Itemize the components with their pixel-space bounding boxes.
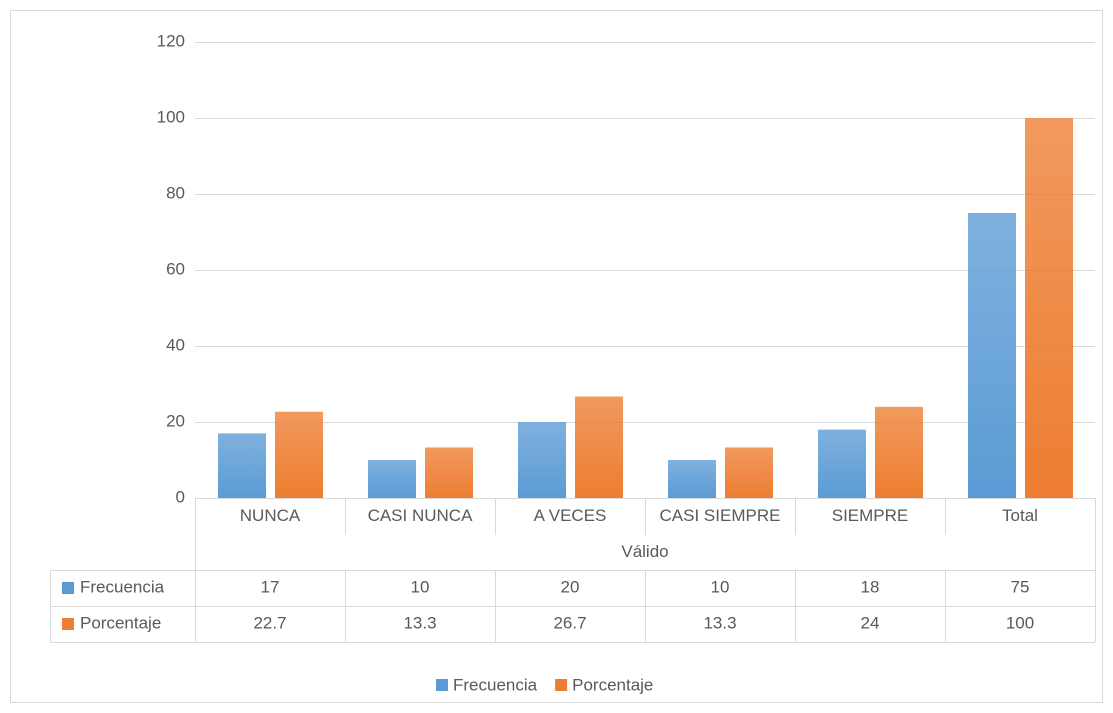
table-cell: 100 <box>1006 613 1034 632</box>
bar <box>275 411 323 498</box>
table-cell: 20 <box>561 577 580 596</box>
table-cell: 75 <box>1011 577 1030 596</box>
bar <box>968 213 1016 498</box>
table-cell: 13.3 <box>403 613 436 632</box>
table-row-header: Frecuencia <box>80 577 165 596</box>
legend-label: Porcentaje <box>572 675 653 694</box>
table-cell: 22.7 <box>253 613 286 632</box>
bar <box>818 429 866 498</box>
bar <box>218 433 266 498</box>
x-tick-label: CASI NUNCA <box>368 506 474 525</box>
bar <box>368 460 416 498</box>
group-label: Válido <box>621 542 668 561</box>
table-legend-key <box>62 582 74 594</box>
table-cell: 10 <box>411 577 430 596</box>
bar <box>425 447 473 498</box>
x-tick-label: A VECES <box>534 506 607 525</box>
x-tick-label: SIEMPRE <box>832 506 909 525</box>
y-tick-label: 60 <box>166 259 185 278</box>
legend-key <box>555 679 568 691</box>
y-tick-label: 120 <box>157 31 185 50</box>
table-cell: 17 <box>261 577 280 596</box>
table-cell: 13.3 <box>703 613 736 632</box>
bar <box>668 460 716 498</box>
legend-label: Frecuencia <box>453 675 538 694</box>
table-cell: 26.7 <box>553 613 586 632</box>
y-tick-label: 100 <box>157 107 185 126</box>
table-legend-key <box>62 618 74 630</box>
table-cell: 10 <box>711 577 730 596</box>
x-tick-label: Total <box>1002 506 1038 525</box>
y-tick-label: 0 <box>176 487 185 506</box>
chart-frame <box>10 10 1103 703</box>
table-cell: 18 <box>861 577 880 596</box>
table-cell: 24 <box>861 613 880 632</box>
x-tick-label: CASI SIEMPRE <box>660 506 781 525</box>
bar <box>875 406 923 498</box>
bar <box>725 447 773 498</box>
x-tick-label: NUNCA <box>240 506 301 525</box>
table-row-header: Porcentaje <box>80 613 161 632</box>
bar <box>1025 118 1073 498</box>
y-tick-label: 80 <box>166 183 185 202</box>
y-tick-label: 40 <box>166 335 185 354</box>
y-tick-label: 20 <box>166 411 185 430</box>
bar <box>575 396 623 498</box>
legend-key <box>436 679 448 691</box>
bar <box>518 422 566 498</box>
